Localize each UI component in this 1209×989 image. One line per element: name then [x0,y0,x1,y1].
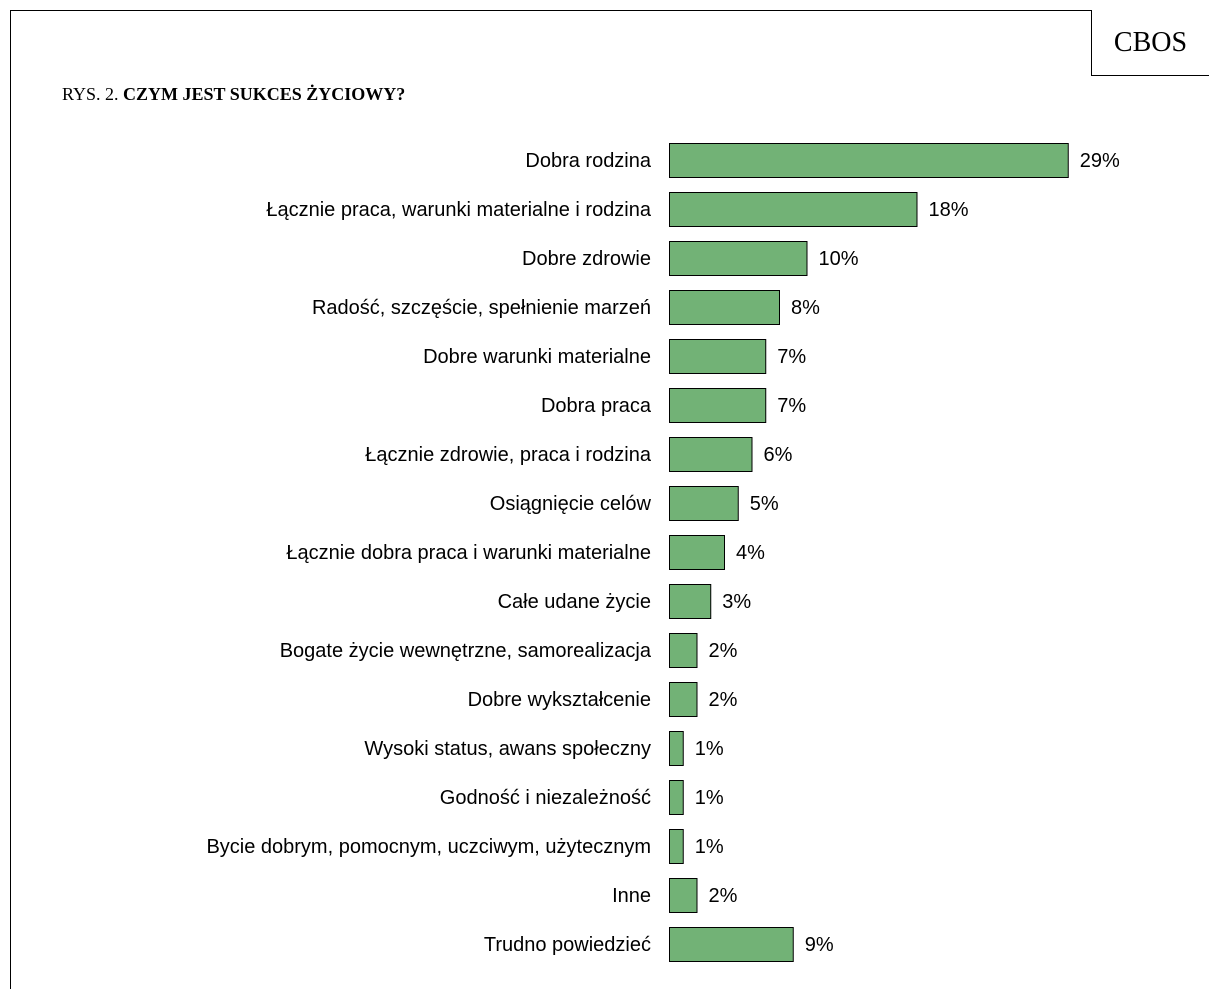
value-label: 2% [709,689,738,711]
category-label: Łącznie dobra praca i warunki materialne [286,542,651,564]
value-label: 7% [777,395,806,417]
value-label: 10% [819,248,859,270]
category-label: Osiągnięcie celów [490,493,652,515]
figure-title: RYS. 2. CZYM JEST SUKCES ŻYCIOWY? [62,84,405,105]
bar [669,143,1069,178]
bar [669,780,684,815]
bar [669,927,794,962]
bar [669,535,725,570]
figure-prefix: RYS. 2. [62,84,119,104]
category-label: Dobre warunki materialne [423,346,651,368]
bar [669,878,698,913]
value-label: 3% [722,591,751,613]
category-label: Wysoki status, awans społeczny [364,738,651,760]
bar [669,241,808,276]
bar [669,633,698,668]
bar [669,584,712,619]
category-label: Bycie dobrym, pomocnym, uczciwym, użytec… [206,836,651,858]
value-label: 7% [777,346,806,368]
bar [669,388,767,423]
bar [669,339,767,374]
category-label: Dobra rodzina [525,150,652,172]
category-label: Bogate życie wewnętrzne, samorealizacja [280,640,652,662]
value-label: 9% [805,934,834,956]
value-label: 8% [791,297,820,319]
value-label: 6% [764,444,793,466]
source-badge: CBOS [1091,10,1209,76]
bar [669,437,753,472]
category-label: Godność i niezależność [440,787,651,809]
category-label: Radość, szczęście, spełnienie marzeń [312,297,651,319]
bar [669,290,780,325]
bar [669,731,684,766]
value-label: 29% [1080,150,1120,172]
value-label: 18% [929,199,969,221]
category-label: Łącznie zdrowie, praca i rodzina [365,444,652,466]
figure-title-text: CZYM JEST SUKCES ŻYCIOWY? [123,84,406,104]
category-label: Dobre zdrowie [522,248,651,270]
value-label: 2% [709,885,738,907]
bar [669,192,918,227]
value-label: 1% [695,787,724,809]
category-label: Trudno powiedzieć [484,934,651,956]
value-label: 1% [695,836,724,858]
bar [669,486,739,521]
category-label: Dobre wykształcenie [468,689,651,711]
category-label: Dobra praca [541,395,652,417]
category-label: Inne [612,885,651,907]
category-label: Łącznie praca, warunki materialne i rodz… [266,199,652,221]
value-label: 1% [695,738,724,760]
bar [669,829,684,864]
category-label: Całe udane życie [498,591,651,613]
value-label: 2% [709,640,738,662]
value-label: 4% [736,542,765,564]
bar [669,682,698,717]
value-label: 5% [750,493,779,515]
